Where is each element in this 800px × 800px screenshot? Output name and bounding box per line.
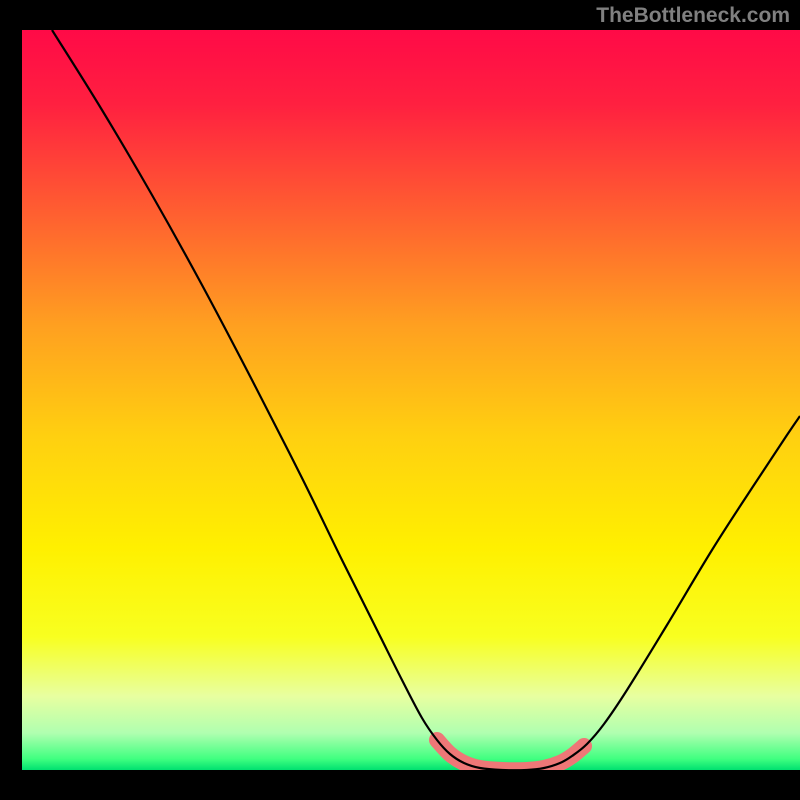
chart-curve-layer <box>22 30 800 770</box>
bottom-highlight-curve <box>437 740 584 770</box>
main-curve <box>52 30 800 770</box>
watermark-text: TheBottleneck.com <box>596 4 790 28</box>
chart-area <box>22 30 800 770</box>
